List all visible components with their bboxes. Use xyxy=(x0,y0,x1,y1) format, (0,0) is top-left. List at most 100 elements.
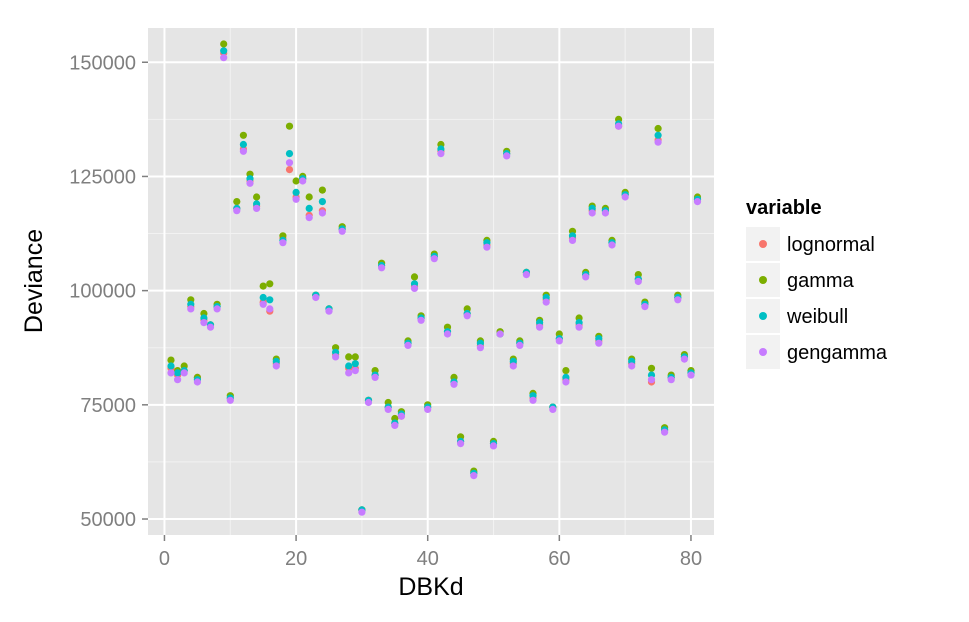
point-gengamma xyxy=(226,396,234,404)
point-gengamma xyxy=(476,344,484,352)
legend-label: gengamma xyxy=(787,342,888,364)
point-gengamma xyxy=(167,369,175,377)
point-gengamma xyxy=(529,396,537,404)
point-gamma xyxy=(562,367,570,375)
point-gengamma xyxy=(239,147,247,155)
point-gengamma xyxy=(266,305,274,313)
legend-item-gengamma: gengamma xyxy=(746,335,888,369)
point-gengamma xyxy=(397,412,405,420)
legend-label: lognormal xyxy=(787,234,875,256)
point-gamma xyxy=(318,186,326,194)
point-weibull xyxy=(292,188,300,196)
point-gamma xyxy=(647,364,656,372)
point-gengamma xyxy=(463,312,471,320)
point-gamma xyxy=(410,273,419,281)
point-gengamma xyxy=(430,255,438,263)
point-lognormal xyxy=(285,166,294,174)
point-gengamma xyxy=(318,209,326,217)
y-axis: 50000 75000 100000 125000 150000 xyxy=(69,52,148,531)
x-tick-label: 20 xyxy=(285,548,307,570)
y-tick-label: 75000 xyxy=(80,395,136,417)
point-gengamma xyxy=(220,54,228,62)
point-gengamma xyxy=(674,296,682,304)
point-weibull xyxy=(266,296,274,304)
point-weibull xyxy=(220,47,228,55)
point-gengamma xyxy=(608,241,616,249)
y-tick-label: 50000 xyxy=(80,509,136,531)
point-gamma xyxy=(220,40,228,48)
point-gengamma xyxy=(522,271,531,279)
point-gamma xyxy=(345,353,353,361)
point-gengamma xyxy=(358,508,366,516)
legend-key-marker xyxy=(759,276,767,284)
x-tick-label: 60 xyxy=(548,548,570,570)
point-gengamma xyxy=(364,398,373,407)
point-gengamma xyxy=(562,378,570,386)
point-gengamma xyxy=(279,239,287,247)
point-gengamma xyxy=(299,177,307,185)
point-gengamma xyxy=(549,405,557,413)
point-gengamma xyxy=(213,305,221,313)
point-gengamma xyxy=(305,214,313,222)
point-weibull xyxy=(285,150,294,158)
point-gengamma xyxy=(568,236,577,244)
x-axis: 0 20 40 60 80 xyxy=(159,535,702,570)
point-gengamma xyxy=(615,122,623,130)
point-gengamma xyxy=(174,376,182,384)
point-gengamma xyxy=(259,300,267,308)
point-weibull xyxy=(167,362,175,370)
point-weibull xyxy=(345,362,353,370)
legend-item-gamma: gamma xyxy=(746,263,855,297)
point-gengamma xyxy=(417,316,425,324)
point-gengamma xyxy=(410,284,419,292)
point-gengamma xyxy=(404,341,412,349)
point-gengamma xyxy=(555,337,563,345)
point-gengamma xyxy=(378,264,386,272)
point-gengamma xyxy=(450,380,458,388)
point-gengamma xyxy=(542,298,550,306)
point-weibull xyxy=(351,360,359,368)
point-weibull xyxy=(305,204,313,212)
point-gamma xyxy=(305,193,313,201)
data-points xyxy=(167,40,702,516)
point-gengamma xyxy=(246,179,254,187)
x-tick-label: 80 xyxy=(680,548,702,570)
x-tick-label: 40 xyxy=(417,548,439,570)
y-axis-label: Deviance xyxy=(20,229,48,333)
legend-label: gamma xyxy=(787,270,855,292)
point-gengamma xyxy=(680,355,689,363)
point-gamma xyxy=(292,177,300,185)
point-gengamma xyxy=(536,323,544,331)
point-gamma xyxy=(239,131,247,139)
point-gengamma xyxy=(180,369,188,377)
point-gengamma xyxy=(345,369,353,377)
point-gengamma xyxy=(193,378,201,386)
legend-key-marker xyxy=(759,312,767,320)
point-gengamma xyxy=(200,319,208,327)
point-weibull xyxy=(259,293,267,302)
legend-item-lognormal: lognormal xyxy=(746,227,875,261)
point-gengamma xyxy=(470,472,478,480)
point-gengamma xyxy=(338,227,346,235)
legend-title: variable xyxy=(746,197,822,219)
point-weibull xyxy=(654,131,662,139)
point-gengamma xyxy=(253,204,261,212)
point-gengamma xyxy=(443,330,452,338)
point-gamma xyxy=(285,122,294,130)
x-tick-label: 0 xyxy=(159,548,170,570)
point-gengamma xyxy=(575,323,583,331)
point-gengamma xyxy=(292,195,300,203)
point-gengamma xyxy=(621,193,629,201)
point-gengamma xyxy=(424,405,432,413)
point-gengamma xyxy=(687,371,695,379)
point-gengamma xyxy=(647,376,656,384)
point-gengamma xyxy=(641,303,649,311)
point-gengamma xyxy=(457,440,465,448)
legend-item-weibull: weibull xyxy=(746,299,848,333)
point-gengamma xyxy=(628,362,636,370)
point-weibull xyxy=(318,198,326,206)
y-tick-label: 100000 xyxy=(69,281,136,303)
point-gamma xyxy=(266,280,274,288)
minor-gridlines xyxy=(148,28,714,535)
